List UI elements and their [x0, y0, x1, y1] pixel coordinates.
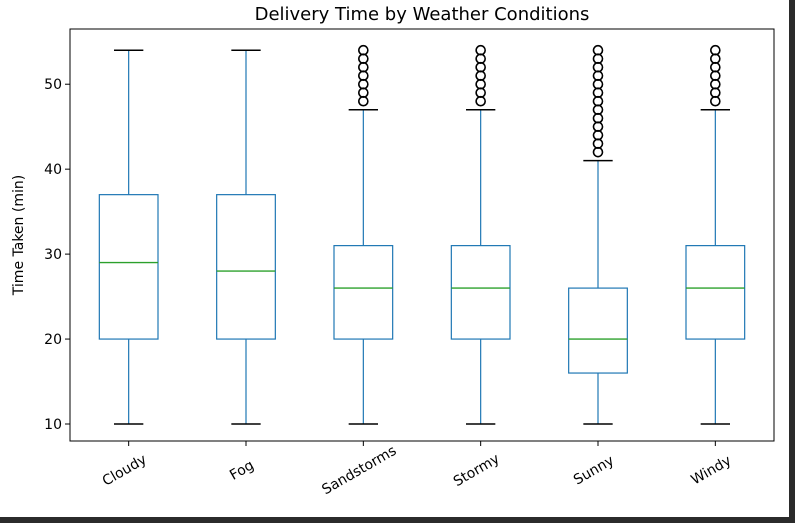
outlier-stormy-2 [475, 78, 486, 90]
outlier-stormy-6 [475, 44, 486, 56]
outlier-sunny-1 [592, 138, 604, 149]
box-sunny [568, 287, 628, 374]
outlier-sandstorms-2 [358, 78, 369, 90]
outlier-sandstorms-5 [358, 53, 369, 65]
box-sandstorms [333, 245, 394, 340]
outlier-sandstorms-3 [358, 70, 369, 82]
outlier-sunny-12 [592, 44, 604, 56]
y-tick-label-30: 30 [44, 247, 62, 263]
y-axis-label: Time Taken (min) [11, 175, 27, 296]
outlier-sunny-9 [592, 70, 604, 82]
y-tick-label-20: 20 [44, 332, 62, 348]
window-bottom-edge [0, 517, 795, 523]
outlier-stormy-4 [475, 61, 486, 73]
box-cloudy [98, 194, 159, 340]
outlier-sandstorms-0 [358, 95, 369, 107]
outlier-sunny-8 [592, 78, 604, 90]
box-fog [216, 194, 276, 340]
outlier-stormy-0 [475, 95, 486, 107]
outlier-sunny-4 [592, 112, 604, 124]
outlier-windy-2 [710, 78, 721, 90]
outlier-sandstorms-6 [358, 44, 369, 56]
x-tick-label-sunny: Sunny [571, 453, 617, 489]
x-tick-label-fog: Fog [227, 457, 257, 483]
x-tick-label-stormy: Stormy [451, 451, 503, 490]
outlier-windy-5 [710, 53, 721, 65]
outlier-windy-4 [710, 61, 721, 73]
chart-title: Delivery Time by Weather Conditions [255, 4, 590, 25]
box-windy [685, 245, 746, 340]
outlier-sunny-5 [592, 104, 604, 116]
outlier-windy-0 [710, 95, 721, 107]
outlier-sandstorms-4 [358, 61, 369, 73]
outlier-stormy-1 [475, 87, 486, 99]
plot-frame [69, 28, 775, 442]
outlier-sandstorms-1 [358, 87, 369, 99]
outlier-sunny-11 [592, 53, 604, 65]
outlier-stormy-3 [475, 70, 486, 82]
y-tick-label-50: 50 [44, 77, 62, 93]
x-tick-label-sandstorms: Sandstorms [319, 443, 399, 498]
outlier-sunny-6 [592, 95, 604, 107]
x-tick-label-windy: Windy [689, 453, 735, 489]
x-tick-label-cloudy: Cloudy [100, 452, 150, 490]
outlier-windy-6 [710, 44, 721, 56]
y-tick-label-40: 40 [44, 162, 62, 178]
outlier-stormy-5 [475, 53, 486, 65]
box-stormy [450, 245, 511, 340]
outlier-sunny-0 [592, 146, 604, 158]
outlier-windy-3 [710, 70, 721, 82]
outlier-sunny-2 [592, 129, 604, 141]
outlier-windy-1 [710, 87, 721, 99]
outlier-sunny-3 [592, 121, 604, 132]
y-tick-label-10: 10 [44, 417, 62, 433]
outlier-sunny-10 [592, 61, 604, 73]
outlier-sunny-7 [592, 87, 604, 99]
